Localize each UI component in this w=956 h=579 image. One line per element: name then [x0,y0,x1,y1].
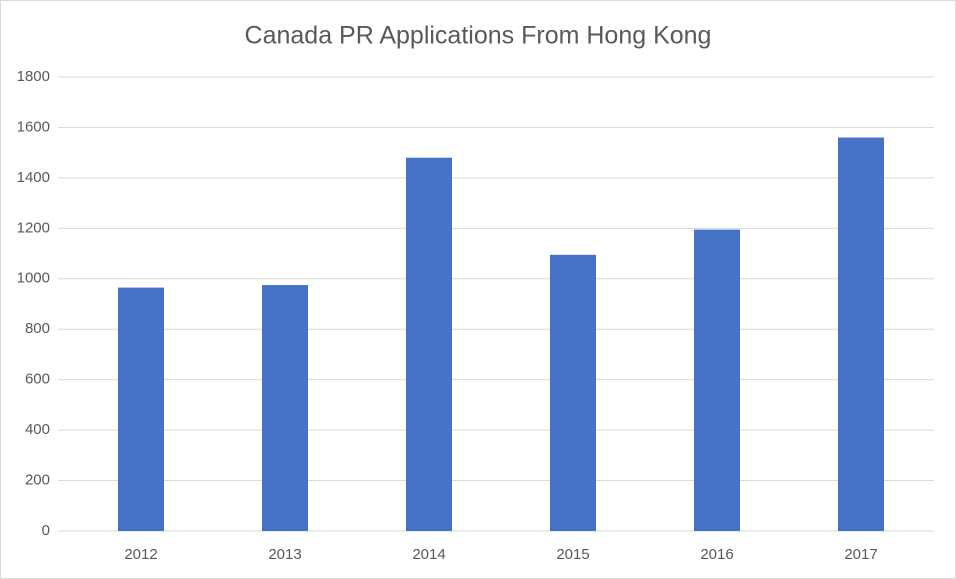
y-tick-label: 1600 [17,118,50,135]
y-tick-label: 1800 [17,68,50,85]
x-tick-label: 2017 [844,546,877,563]
bar [406,157,452,531]
bar [262,285,308,531]
x-tick-label: 2015 [556,546,589,563]
chart-title: Canada PR Applications From Hong Kong [245,22,712,50]
y-tick-label: 800 [25,320,50,337]
y-tick-label: 1400 [17,169,50,186]
x-tick-label: 2014 [412,546,445,563]
bar [694,229,740,531]
y-tick-label: 400 [25,421,50,438]
y-tick-label: 0 [42,522,50,539]
y-tick-label: 200 [25,472,50,489]
x-tick-label: 2016 [700,546,733,563]
bar [118,287,164,531]
bar [550,254,596,532]
y-tick-label: 1000 [17,270,50,287]
x-tick-label: 2012 [124,546,157,563]
y-tick-label: 600 [25,371,50,388]
y-tick-label: 1200 [17,219,50,236]
bar [838,137,884,532]
x-tick-label: 2013 [268,546,301,563]
